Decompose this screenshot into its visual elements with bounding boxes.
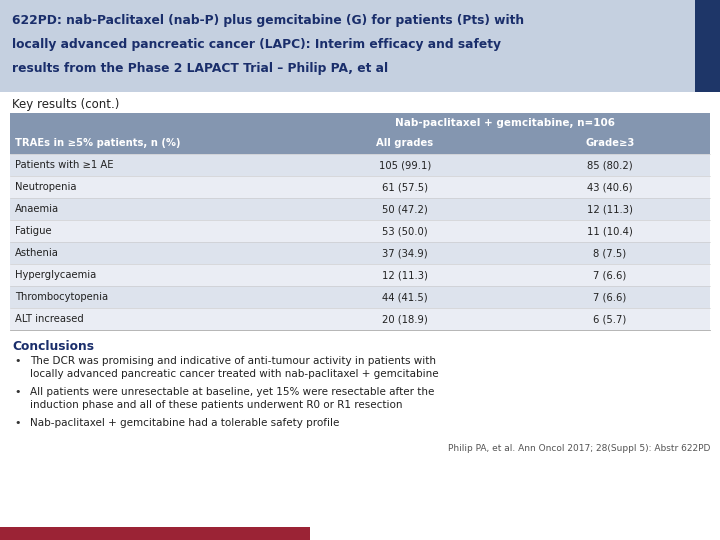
Bar <box>10 308 710 330</box>
Text: 7 (6.6): 7 (6.6) <box>593 270 626 280</box>
Text: •: • <box>14 387 22 397</box>
Text: 8 (7.5): 8 (7.5) <box>593 248 626 258</box>
Bar <box>10 176 710 198</box>
Text: locally advanced pancreatic cancer (LAPC): Interim efficacy and safety: locally advanced pancreatic cancer (LAPC… <box>12 38 501 51</box>
Bar <box>695 0 720 92</box>
Text: locally advanced pancreatic cancer treated with nab-paclitaxel + gemcitabine: locally advanced pancreatic cancer treat… <box>30 369 438 379</box>
Text: Grade≥3: Grade≥3 <box>585 138 634 149</box>
Text: Neutropenia: Neutropenia <box>15 182 76 192</box>
Text: Key results (cont.): Key results (cont.) <box>12 98 120 111</box>
Text: •: • <box>14 418 22 428</box>
Text: 61 (57.5): 61 (57.5) <box>382 182 428 192</box>
Text: 37 (34.9): 37 (34.9) <box>382 248 428 258</box>
Bar <box>10 198 710 220</box>
Bar <box>10 154 710 176</box>
Bar <box>10 242 710 264</box>
Text: 105 (99.1): 105 (99.1) <box>379 160 431 170</box>
Text: 50 (47.2): 50 (47.2) <box>382 204 428 214</box>
Text: Anaemia: Anaemia <box>15 204 59 214</box>
Text: 12 (11.3): 12 (11.3) <box>382 270 428 280</box>
Text: ALT increased: ALT increased <box>15 314 84 324</box>
Text: 44 (41.5): 44 (41.5) <box>382 292 428 302</box>
Bar <box>0 0 720 92</box>
Text: Asthenia: Asthenia <box>15 248 59 258</box>
Text: Thrombocytopenia: Thrombocytopenia <box>15 292 108 302</box>
Text: Conclusions: Conclusions <box>12 340 94 353</box>
Text: 12 (11.3): 12 (11.3) <box>587 204 633 214</box>
Text: 7 (6.6): 7 (6.6) <box>593 292 626 302</box>
Text: 6 (5.7): 6 (5.7) <box>593 314 626 324</box>
Text: 20 (18.9): 20 (18.9) <box>382 314 428 324</box>
Text: 85 (80.2): 85 (80.2) <box>588 160 633 170</box>
Bar <box>10 113 710 133</box>
Text: 53 (50.0): 53 (50.0) <box>382 226 428 236</box>
Bar <box>10 264 710 286</box>
Text: induction phase and all of these patients underwent R0 or R1 resection: induction phase and all of these patient… <box>30 400 402 410</box>
Text: Nab-paclitaxel + gemcitabine had a tolerable safety profile: Nab-paclitaxel + gemcitabine had a toler… <box>30 418 339 428</box>
Text: •: • <box>14 356 22 366</box>
Text: Philip PA, et al. Ann Oncol 2017; 28(Suppl 5): Abstr 622PD: Philip PA, et al. Ann Oncol 2017; 28(Sup… <box>448 444 710 453</box>
Text: 622PD: nab-Paclitaxel (nab-P) plus gemcitabine (G) for patients (Pts) with: 622PD: nab-Paclitaxel (nab-P) plus gemci… <box>12 14 524 27</box>
Bar <box>10 133 710 154</box>
Text: The DCR was promising and indicative of anti-tumour activity in patients with: The DCR was promising and indicative of … <box>30 356 436 366</box>
Text: results from the Phase 2 LAPACT Trial – Philip PA, et al: results from the Phase 2 LAPACT Trial – … <box>12 62 388 75</box>
Text: Nab-paclitaxel + gemcitabine, n=106: Nab-paclitaxel + gemcitabine, n=106 <box>395 118 615 128</box>
Text: Hyperglycaemia: Hyperglycaemia <box>15 270 96 280</box>
Bar <box>10 286 710 308</box>
Text: 11 (10.4): 11 (10.4) <box>587 226 633 236</box>
Bar <box>10 220 710 242</box>
Text: 43 (40.6): 43 (40.6) <box>588 182 633 192</box>
Text: Patients with ≥1 AE: Patients with ≥1 AE <box>15 160 114 170</box>
Text: TRAEs in ≥5% patients, n (%): TRAEs in ≥5% patients, n (%) <box>15 138 181 149</box>
Text: All grades: All grades <box>377 138 433 149</box>
Text: All patients were unresectable at baseline, yet 15% were resectable after the: All patients were unresectable at baseli… <box>30 387 434 397</box>
Text: Fatigue: Fatigue <box>15 226 52 236</box>
Bar <box>0 527 310 540</box>
